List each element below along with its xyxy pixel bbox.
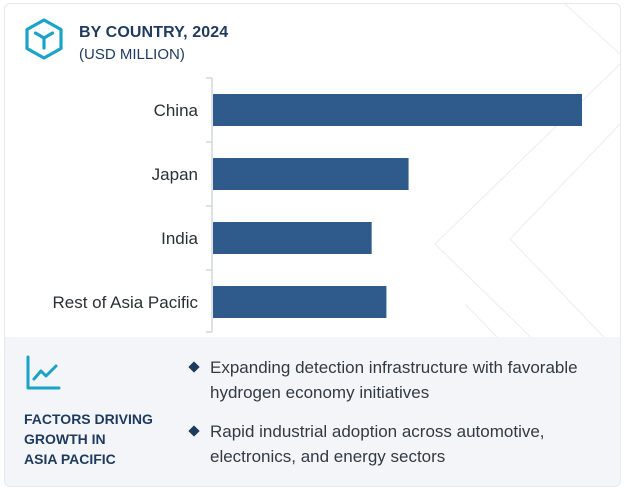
diamond-bullet-icon [188, 425, 200, 437]
factor-text: Rapid industrial adoption across automot… [210, 422, 545, 466]
bar-chart: China Japan India Rest of Asia Pacific [52, 77, 582, 333]
bar-japan [213, 158, 409, 190]
line-chart-icon [26, 355, 61, 390]
growth-factors-panel: FACTORS DRIVING GROWTH IN ASIA PACIFIC E… [5, 337, 620, 486]
factors-title: FACTORS DRIVING GROWTH IN ASIA PACIFIC [24, 411, 153, 467]
chart-title: BY COUNTRY, 2024 [79, 24, 229, 41]
chart-header: BY COUNTRY, 2024 (USD MILLION) [23, 18, 228, 68]
category-label: Rest of Asia Pacific [52, 293, 198, 312]
chart-card: BY COUNTRY, 2024 (USD MILLION) China Japa… [4, 3, 621, 487]
factors-list: Expanding detection infrastructure with … [188, 355, 608, 483]
hexagon-cube-logo-icon [25, 18, 63, 60]
bar-rest-of-asia-pacific [213, 286, 387, 318]
chart-subtitle: (USD MILLION) [79, 46, 185, 63]
category-label: China [154, 101, 199, 120]
bar-china [213, 94, 582, 126]
bar-india [213, 222, 372, 254]
diamond-bullet-icon [188, 361, 200, 373]
factor-item: Rapid industrial adoption across automot… [188, 419, 608, 469]
category-label: India [161, 229, 198, 248]
factor-item: Expanding detection infrastructure with … [188, 355, 608, 405]
factor-text: Expanding detection infrastructure with … [210, 358, 578, 402]
category-label: Japan [152, 165, 198, 184]
